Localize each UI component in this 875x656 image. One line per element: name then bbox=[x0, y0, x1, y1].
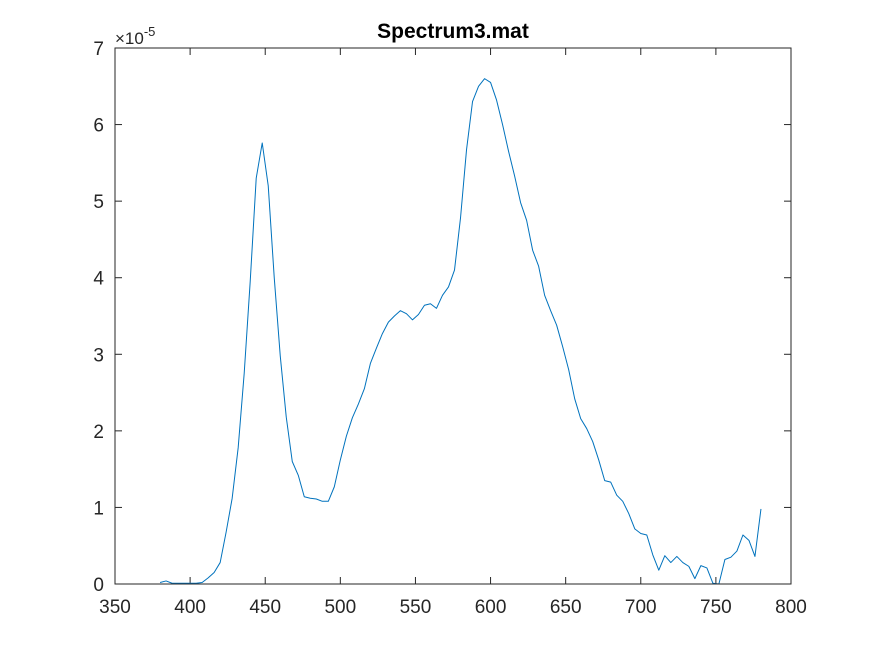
y-tick-label: 6 bbox=[93, 116, 104, 137]
y-tick-label: 2 bbox=[93, 422, 104, 443]
x-tick-label: 500 bbox=[324, 597, 356, 618]
x-tick-label: 400 bbox=[174, 597, 206, 618]
y-tick-label: 3 bbox=[93, 345, 104, 366]
y-tick-label: 1 bbox=[93, 498, 104, 519]
x-tick-label: 550 bbox=[400, 597, 432, 618]
y-tick-label: 4 bbox=[93, 269, 104, 290]
y-tick-label: 5 bbox=[93, 192, 104, 213]
x-tick-label: 750 bbox=[700, 597, 732, 618]
x-tick-label: 450 bbox=[249, 597, 281, 618]
axes-box bbox=[114, 47, 792, 585]
tick-marks bbox=[114, 47, 792, 585]
y-multiplier-exponent: -5 bbox=[144, 24, 156, 39]
x-tick-label: 600 bbox=[475, 597, 507, 618]
x-tick-label: 800 bbox=[775, 597, 807, 618]
y-multiplier-base: ×10 bbox=[115, 29, 144, 48]
series-line-1 bbox=[159, 78, 762, 585]
x-tick-label: 700 bbox=[625, 597, 657, 618]
chart-title: Spectrum3.mat bbox=[377, 20, 529, 43]
series-layer bbox=[159, 78, 762, 585]
plot-area bbox=[115, 48, 791, 584]
y-tick-label: 7 bbox=[93, 39, 104, 60]
x-tick-label: 650 bbox=[550, 597, 582, 618]
y-tick-label: 0 bbox=[93, 575, 104, 596]
y-axis-multiplier: ×10-5 bbox=[115, 24, 155, 48]
tick-labels: 350 400 450 500 550 600 650 700 750 800 0 1 2 3 4 5 6 7 bbox=[93, 39, 806, 618]
x-tick-label: 350 bbox=[99, 597, 131, 618]
